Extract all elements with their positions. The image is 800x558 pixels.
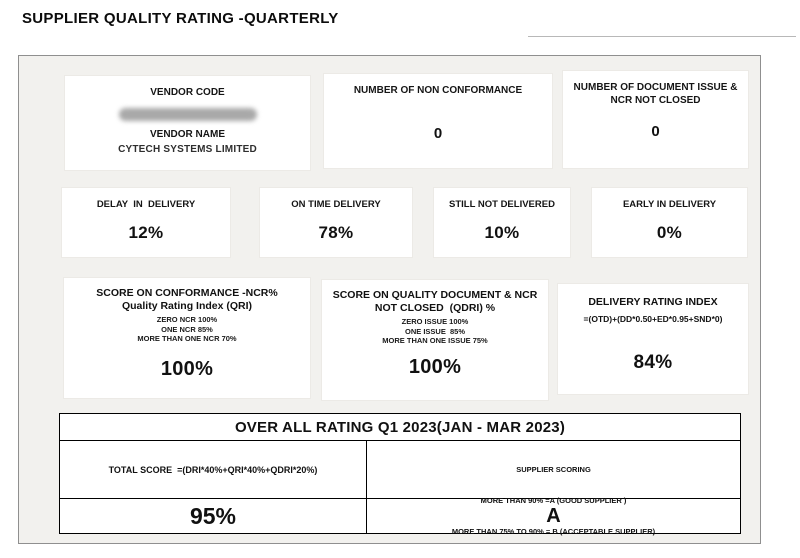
page-title: SUPPLIER QUALITY RATING -QUARTERLY bbox=[22, 10, 339, 27]
vendor-card: VENDOR CODE VENDOR NAME CYTECH SYSTEMS L… bbox=[64, 75, 311, 171]
supplier-scoring-line: MORE THAN 75% TO 90% = B (ACCEPTABLE SUP… bbox=[451, 526, 656, 536]
still-not-delivered-value: 10% bbox=[484, 223, 520, 243]
non-conformance-card: NUMBER OF NON CONFORMANCE 0 bbox=[323, 73, 553, 169]
still-not-delivered-label: STILL NOT DELIVERED bbox=[449, 199, 555, 210]
dri-title: DELIVERY RATING INDEX bbox=[588, 296, 718, 308]
vendor-code-label: VENDOR CODE bbox=[150, 87, 225, 98]
qri-title: SCORE ON CONFORMANCE -NCR% bbox=[96, 287, 278, 299]
supplier-grade-value: A bbox=[546, 504, 561, 527]
early-in-delivery-value: 0% bbox=[656, 223, 683, 243]
overall-rating-table: OVER ALL RATING Q1 2023(JAN - MAR 2023) … bbox=[59, 413, 741, 558]
vendor-name-value: CYTECH SYSTEMS LIMITED bbox=[118, 144, 257, 155]
qri-subtitle: Quality Rating Index (QRI) bbox=[121, 299, 253, 312]
on-time-delivery-label: ON TIME DELIVERY bbox=[291, 199, 381, 210]
total-score-formula-label: TOTAL SCORE =(DRI*40%+QRI*40%+QDRI*20%) bbox=[108, 464, 318, 475]
total-score-formula-cell: TOTAL SCORE =(DRI*40%+QRI*40%+QDRI*20%) bbox=[60, 441, 367, 498]
top-right-rule bbox=[528, 36, 796, 37]
doc-issue-value: 0 bbox=[651, 123, 660, 140]
still-not-delivered-card: STILL NOT DELIVERED 10% bbox=[433, 187, 571, 258]
delay-in-delivery-card: DELAY IN DELIVERY 12% bbox=[61, 187, 231, 258]
early-in-delivery-label: EARLY IN DELIVERY bbox=[622, 199, 717, 210]
delivery-rating-card: DELIVERY RATING INDEX =(OTD)+(DD*0.50+ED… bbox=[557, 283, 749, 395]
on-time-delivery-value: 78% bbox=[318, 223, 354, 243]
total-score-value-cell: 95% bbox=[60, 499, 367, 533]
qri-score-card: SCORE ON CONFORMANCE -NCR% Quality Ratin… bbox=[63, 277, 311, 399]
qdri-rule-line: ONE ISSUE 85% bbox=[404, 326, 466, 336]
dri-formula: =(OTD)+(DD*0.50+ED*0.95+SND*0) bbox=[583, 313, 723, 324]
qri-rule-line: ZERO NCR 100% bbox=[156, 315, 218, 324]
supplier-scoring-line: MORE THAN 90% =A (GOOD SUPPLIER ) bbox=[480, 496, 627, 506]
qdri-rule-line: MORE THAN ONE ISSUE 75% bbox=[382, 336, 488, 345]
non-conformance-value: 0 bbox=[433, 125, 443, 142]
dri-value: 84% bbox=[633, 351, 673, 373]
doc-issue-label: NUMBER OF DOCUMENT ISSUE & NCR NOT CLOSE… bbox=[573, 82, 741, 106]
vendor-code-redacted-value bbox=[118, 108, 257, 121]
report-sheet: VENDOR CODE VENDOR NAME CYTECH SYSTEMS L… bbox=[18, 55, 761, 558]
qdri-rule-line: ZERO ISSUE 100% bbox=[401, 317, 469, 326]
vendor-name-label: VENDOR NAME bbox=[149, 129, 225, 140]
supplier-scoring-title: SUPPLIER SCORING bbox=[516, 465, 591, 475]
qri-rule-line: ONE NCR 85% bbox=[161, 324, 213, 334]
qri-rule-line: MORE THAN ONE NCR 70% bbox=[137, 334, 237, 343]
qdri-score-card: SCORE ON QUALITY DOCUMENT & NCR NOT CLOS… bbox=[321, 279, 549, 401]
qri-value: 100% bbox=[160, 357, 214, 380]
delay-in-delivery-label: DELAY IN DELIVERY bbox=[96, 199, 196, 210]
on-time-delivery-card: ON TIME DELIVERY 78% bbox=[259, 187, 413, 258]
overall-rating-header: OVER ALL RATING Q1 2023(JAN - MAR 2023) bbox=[60, 414, 740, 441]
delay-in-delivery-value: 12% bbox=[128, 223, 164, 243]
supplier-grade-cell: A bbox=[367, 499, 740, 533]
total-score-value: 95% bbox=[189, 502, 237, 529]
doc-issue-card: NUMBER OF DOCUMENT ISSUE & NCR NOT CLOSE… bbox=[562, 70, 749, 169]
non-conformance-label: NUMBER OF NON CONFORMANCE bbox=[353, 85, 523, 96]
qdri-value: 100% bbox=[408, 355, 462, 378]
supplier-scoring-cell: SUPPLIER SCORING MORE THAN 90% =A (GOOD … bbox=[367, 441, 740, 558]
qdri-title: SCORE ON QUALITY DOCUMENT & NCR NOT CLOS… bbox=[332, 289, 541, 314]
early-in-delivery-card: EARLY IN DELIVERY 0% bbox=[591, 187, 748, 258]
